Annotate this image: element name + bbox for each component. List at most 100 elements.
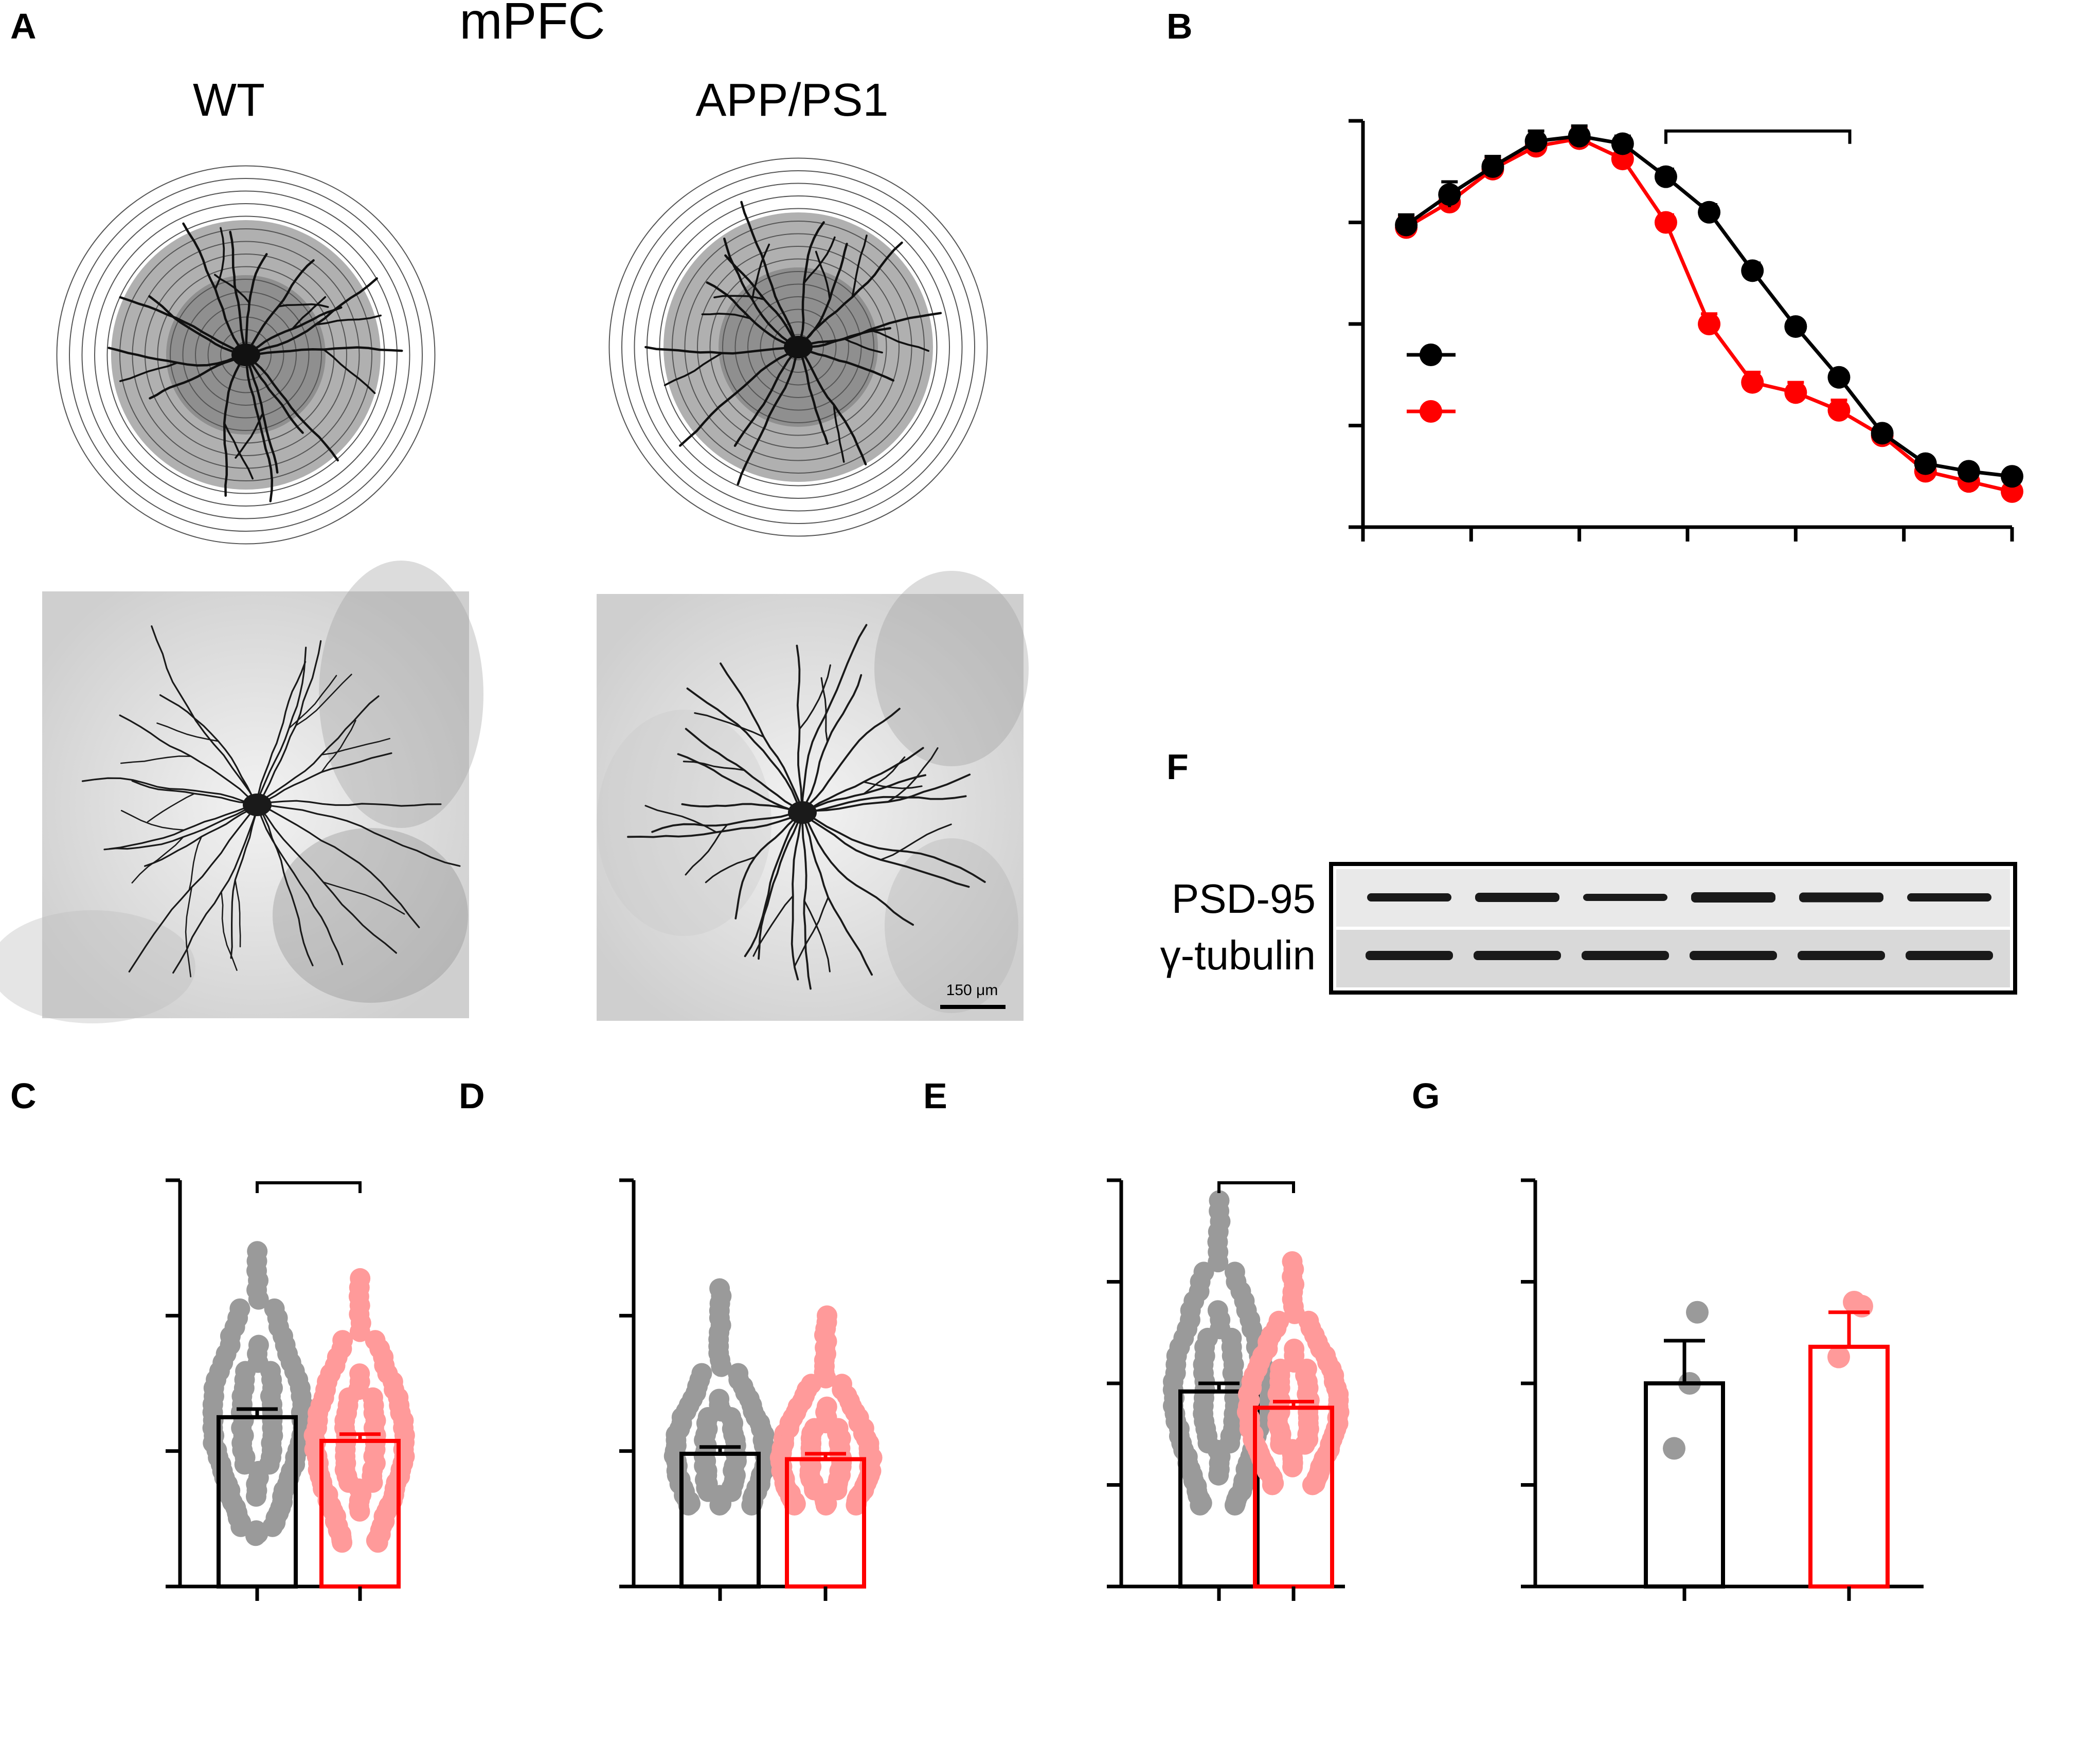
dendrite (801, 812, 914, 926)
dendrite (801, 624, 868, 814)
dendrite-branch (147, 792, 195, 823)
dendrite-branch (694, 712, 765, 738)
dendrite (801, 812, 986, 883)
dendrite-branch (119, 362, 178, 382)
data-point-0 (1871, 422, 1894, 445)
dendrite (244, 346, 403, 356)
dendrite (103, 804, 258, 851)
dendrite (256, 804, 461, 867)
data-point (246, 1520, 267, 1541)
neuron-photo-app: 150 μm (597, 571, 1029, 1021)
data-point (1224, 1261, 1245, 1283)
dendrite (801, 773, 971, 814)
panel-a-group-app: APP/PS1 (695, 75, 888, 126)
dendrite-branch (843, 337, 883, 354)
dendrite-branch (315, 314, 382, 326)
significance-bracket (1217, 1181, 1295, 1193)
dendrite-branch (701, 313, 751, 319)
data-point (1207, 1300, 1228, 1321)
panel-f: F PSD-95 γ-tubulin (1160, 747, 2017, 995)
data-point-1 (1741, 371, 1764, 394)
data-point (709, 1389, 730, 1410)
dendrite (151, 625, 258, 806)
dendrite-branch (120, 809, 185, 831)
panel-label-b: B (1166, 6, 1193, 46)
dendrite (644, 346, 800, 355)
dendrite (801, 812, 812, 990)
band-psd95 (1475, 893, 1559, 902)
dendrite (256, 800, 442, 807)
significance-bracket (1664, 129, 1852, 144)
bar-1 (785, 1457, 866, 1589)
dendrite (801, 774, 926, 814)
dendrite-branch (223, 422, 254, 480)
dendrite (256, 804, 344, 965)
sholl-ring (119, 228, 372, 481)
sholl-ring (56, 165, 436, 545)
dendrite (256, 752, 392, 806)
series-line-0 (1405, 134, 2013, 478)
soma (231, 344, 260, 366)
data-point-0 (1395, 213, 1418, 237)
blot-bands (1366, 892, 1993, 960)
data-point (816, 1305, 837, 1326)
dendrite (744, 812, 803, 958)
dendrite-branch (820, 677, 829, 743)
sholl-ring (608, 157, 988, 537)
data-point-0 (1914, 452, 1937, 475)
dendrite (801, 674, 863, 814)
panel-e: E (923, 1076, 1350, 1601)
dendrite (797, 221, 825, 349)
dendrite (244, 353, 274, 502)
dendrite-branch (713, 295, 765, 301)
dendrite (131, 780, 258, 806)
dendrite-branch (320, 737, 390, 755)
panel-a-group-wt: WT (193, 75, 265, 126)
band-psd95 (1907, 893, 1991, 901)
panel-a: A mPFC WT APP/PS1 150 μm (0, 0, 1029, 1023)
legend-marker (1420, 400, 1442, 423)
dendrite (81, 777, 258, 806)
bar-chart-branches (1107, 1178, 1350, 1601)
sholl-diagram-wt (56, 165, 436, 545)
dendrite-branch (322, 349, 376, 394)
sholl-ring (69, 178, 423, 532)
data-point (1268, 1310, 1289, 1331)
dendrite-branch (235, 879, 241, 948)
data-point (709, 1278, 730, 1299)
dendrite-branch (185, 886, 193, 978)
dendrite-branch (277, 303, 329, 308)
dendrite (797, 312, 942, 349)
row-label-psd95: PSD-95 (1172, 876, 1316, 922)
dendrite-branch (751, 243, 770, 301)
dendrite (119, 296, 247, 356)
dendrite (119, 714, 258, 806)
dendrite (230, 804, 258, 959)
band-psd95 (1583, 894, 1667, 901)
dendrite-branch (663, 352, 723, 386)
data-point (1209, 1190, 1230, 1211)
data-point (349, 1363, 370, 1384)
panel-label-d: D (459, 1076, 485, 1116)
dendrite-branch (131, 836, 184, 883)
data-point (247, 1241, 268, 1262)
dendrite-branch (887, 747, 939, 803)
band-psd95 (1367, 893, 1451, 901)
data-point (728, 1363, 749, 1384)
scale-bar-label: 150 μm (946, 982, 998, 999)
dendrite (737, 346, 800, 485)
dendrite-branch (794, 896, 829, 967)
sholl-ring (722, 271, 874, 423)
dendrite (256, 640, 322, 806)
band-tubulin (1366, 951, 1453, 960)
dendrite (256, 661, 307, 806)
data-point (1851, 1294, 1873, 1318)
neuron-photo-wt (0, 561, 483, 1023)
data-point-1 (1654, 211, 1677, 234)
dendrite-branch (833, 404, 845, 463)
data-point-0 (1654, 165, 1677, 188)
data-point-0 (1698, 201, 1721, 224)
data-point-0 (1481, 155, 1504, 178)
dendrite (172, 804, 258, 974)
data-point-1 (1827, 399, 1851, 422)
